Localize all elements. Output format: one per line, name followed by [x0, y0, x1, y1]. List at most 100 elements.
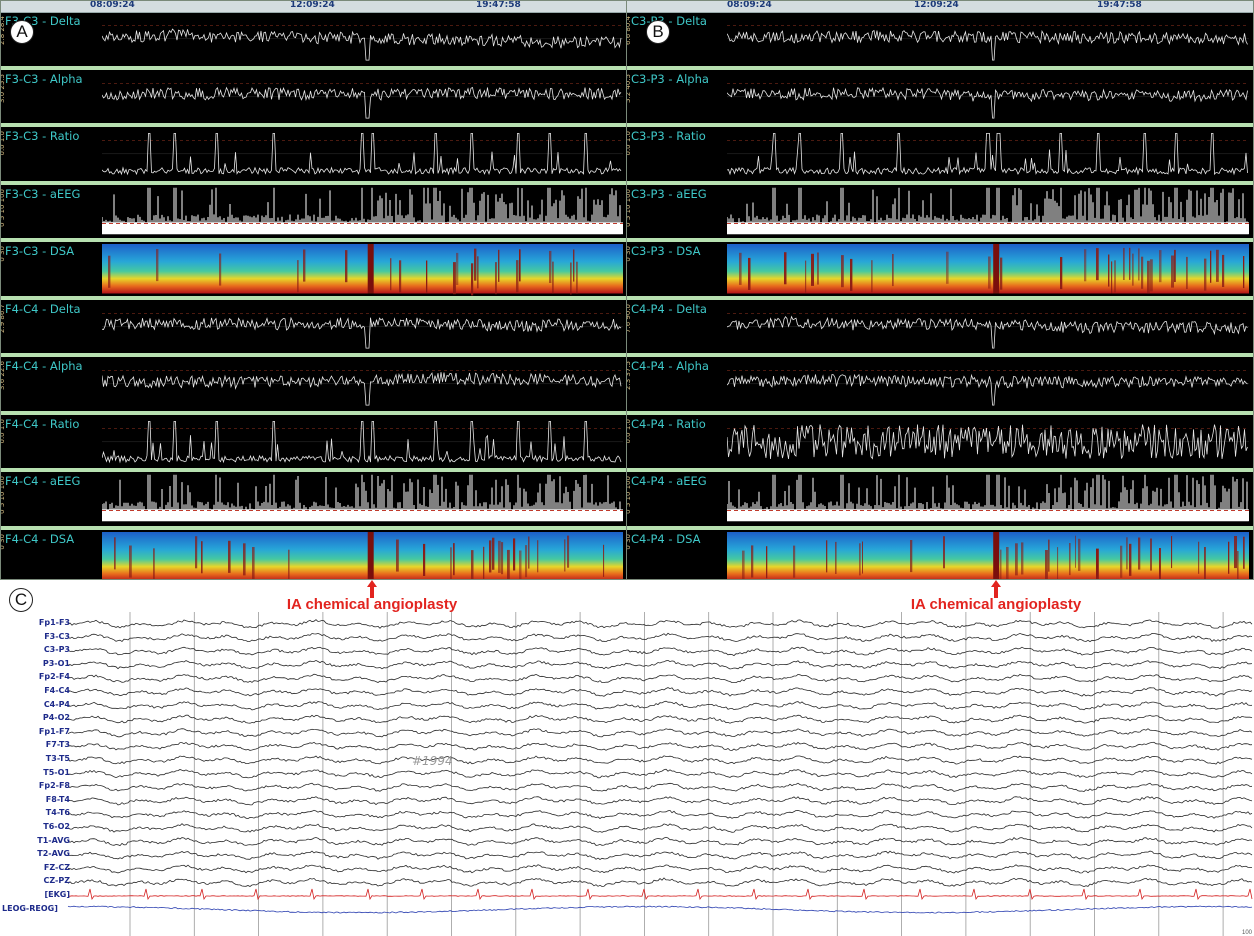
track-separator [627, 180, 1253, 185]
dsa-spectrogram [102, 531, 623, 579]
trend-track: F4-C4 - Delta 2.9 86.7 [1, 300, 627, 357]
axis-ticks: 0 30 [626, 533, 632, 550]
eeg-channel-label: P4-O2 [42, 713, 70, 723]
trend-track: C4-P4 - Ratio 0.0 1.0 [626, 415, 1253, 472]
eeg-channel-label: Fp2-F4 [38, 672, 70, 682]
time-label: 19:47:58 [476, 0, 521, 10]
track-label: F3-C3 - Alpha [5, 71, 83, 86]
track-label: F3-C3 - DSA [5, 244, 75, 258]
track-separator [627, 123, 1253, 127]
track-label: C4-P4 - DSA [631, 531, 701, 546]
trend-trace [102, 82, 623, 118]
aeeg-trace [102, 187, 623, 234]
trend-track: F3-C3 - DSA 0 30 [1, 242, 627, 300]
eeg-channel-label: T6-O2 [43, 822, 70, 831]
axis-ticks: 0.0 1.0 [626, 131, 632, 156]
panel-label-c: C [9, 588, 33, 612]
track-label: C3-P3 - Delta [631, 14, 707, 28]
up-arrow-icon [367, 580, 377, 598]
trend-trace [727, 82, 1249, 118]
aeeg-trace [727, 187, 1249, 234]
eeg-channel-trace [67, 905, 1253, 914]
axis-ticks: 0 30 [0, 246, 6, 262]
axis-ticks: 0 5 10 100 [626, 476, 632, 514]
eeg-channel-label: F8-T4 [45, 794, 70, 804]
eeg-channel-trace [67, 888, 1253, 901]
eeg-channel-trace [67, 864, 1253, 874]
trend-track: C3-P3 - aEEG 0 5 10 100 [627, 185, 1253, 242]
axis-ticks: 0.0 1.0 [0, 131, 6, 156]
trend-track: C4-P4 - DSA 0 30 [626, 530, 1253, 579]
axis-ticks: 2.3 37.5 [626, 361, 632, 390]
track-label: C4-P4 - Ratio [631, 416, 706, 431]
dsa-spectrogram [727, 244, 1249, 294]
trend-track: C3-P3 - Delta 6.6 80.4 [627, 12, 1253, 70]
trend-trace [727, 133, 1249, 176]
track-label: C3-P3 - Ratio [631, 129, 706, 143]
eeg-channel-trace [67, 877, 1253, 888]
track-label: F3-C3 - aEEG [5, 186, 81, 201]
trend-track: C3-P3 - Ratio 0.0 1.0 [627, 127, 1253, 185]
trend-trace [102, 370, 623, 406]
time-label: 19:47:58 [1097, 0, 1142, 10]
track-separator [627, 468, 1253, 472]
eeg-channel-trace [67, 850, 1253, 860]
eeg-channel-trace [68, 768, 1253, 779]
trend-panel-a: 08:09:24 12:09:24 19:47:58 F3-C3 - Delta… [0, 0, 628, 580]
eeg-channel-label: T1-AVG [37, 835, 70, 845]
track-separator [1, 238, 627, 242]
track-separator [1, 468, 627, 472]
eeg-channel-label: C3-P3 [43, 645, 70, 655]
track-label: C3-P3 - aEEG [631, 186, 707, 201]
trend-track: C4-P4 - aEEG 0 5 10 100 [627, 472, 1253, 530]
trend-track: F4-C4 - DSA 0 30 [1, 530, 627, 579]
track-label: F4-C4 - DSA [5, 531, 75, 546]
eeg-channel-label: Fp2-F8 [38, 781, 70, 791]
aeeg-trace [102, 474, 623, 522]
track-label: C3-P3 - DSA [631, 244, 701, 258]
trend-track: C4-P4 - Alpha 2.3 37.5 [627, 357, 1253, 415]
track-label: C4-P4 - aEEG [631, 474, 707, 488]
eeg-channel-trace [67, 687, 1253, 697]
eeg-channel-label: T5-O1 [43, 767, 70, 777]
trend-track: C3-P3 - Alpha 5.2 40.5 [627, 70, 1253, 127]
track-separator [1, 180, 627, 185]
dsa-spectrogram [102, 244, 623, 296]
axis-ticks: 0.0 1.0 [626, 418, 632, 444]
eeg-channel-trace [67, 673, 1253, 683]
eeg-channel-trace [67, 809, 1253, 820]
eeg-channel-label: FZ-CZ [43, 862, 70, 872]
up-arrow-icon [991, 580, 1001, 598]
track-separator [627, 238, 1253, 242]
track-separator [1, 65, 627, 70]
eeg-channel-label: Fp1-F7 [38, 726, 70, 736]
eeg-channel-label: T4-T6 [45, 808, 70, 818]
trend-trace [102, 420, 623, 463]
track-separator [1, 410, 627, 415]
time-label: 12:09:24 [290, 0, 335, 10]
panel-label-a: A [10, 20, 34, 44]
eeg-channel-trace [67, 646, 1253, 657]
axis-ticks: 7.6 90.0 [626, 303, 632, 333]
eeg-channel-label: F3-C3 [44, 631, 70, 641]
axis-ticks: 0 5 10 100 [0, 476, 6, 514]
event-marker-b: IA chemical angioplasty [896, 580, 1096, 614]
trend-track: F4-C4 - Ratio 0.0 1.0 [1, 415, 627, 472]
trend-trace [102, 133, 623, 176]
eeg-channel-trace [67, 714, 1253, 724]
event-label: IA chemical angioplasty [910, 596, 1082, 613]
track-label: C4-P4 - Delta [631, 301, 707, 316]
trend-trace [727, 25, 1249, 61]
track-separator [627, 525, 1253, 530]
eeg-channel-label: C4-P4 [43, 699, 70, 709]
eeg-channel-trace [67, 728, 1253, 738]
track-label: F4-C4 - Delta [5, 301, 81, 316]
eeg-channel-label: LEOG-REOG] [2, 903, 58, 913]
eeg-channel-label: [EKG] [44, 890, 70, 899]
trend-track: F3-C3 - Ratio 0.0 1.0 [1, 127, 627, 185]
eeg-channel-trace [67, 796, 1253, 806]
time-label: 08:09:24 [90, 0, 135, 10]
trend-trace [727, 370, 1249, 406]
trend-trace [727, 423, 1249, 459]
axis-ticks: 3.0 25.5 [0, 73, 6, 103]
